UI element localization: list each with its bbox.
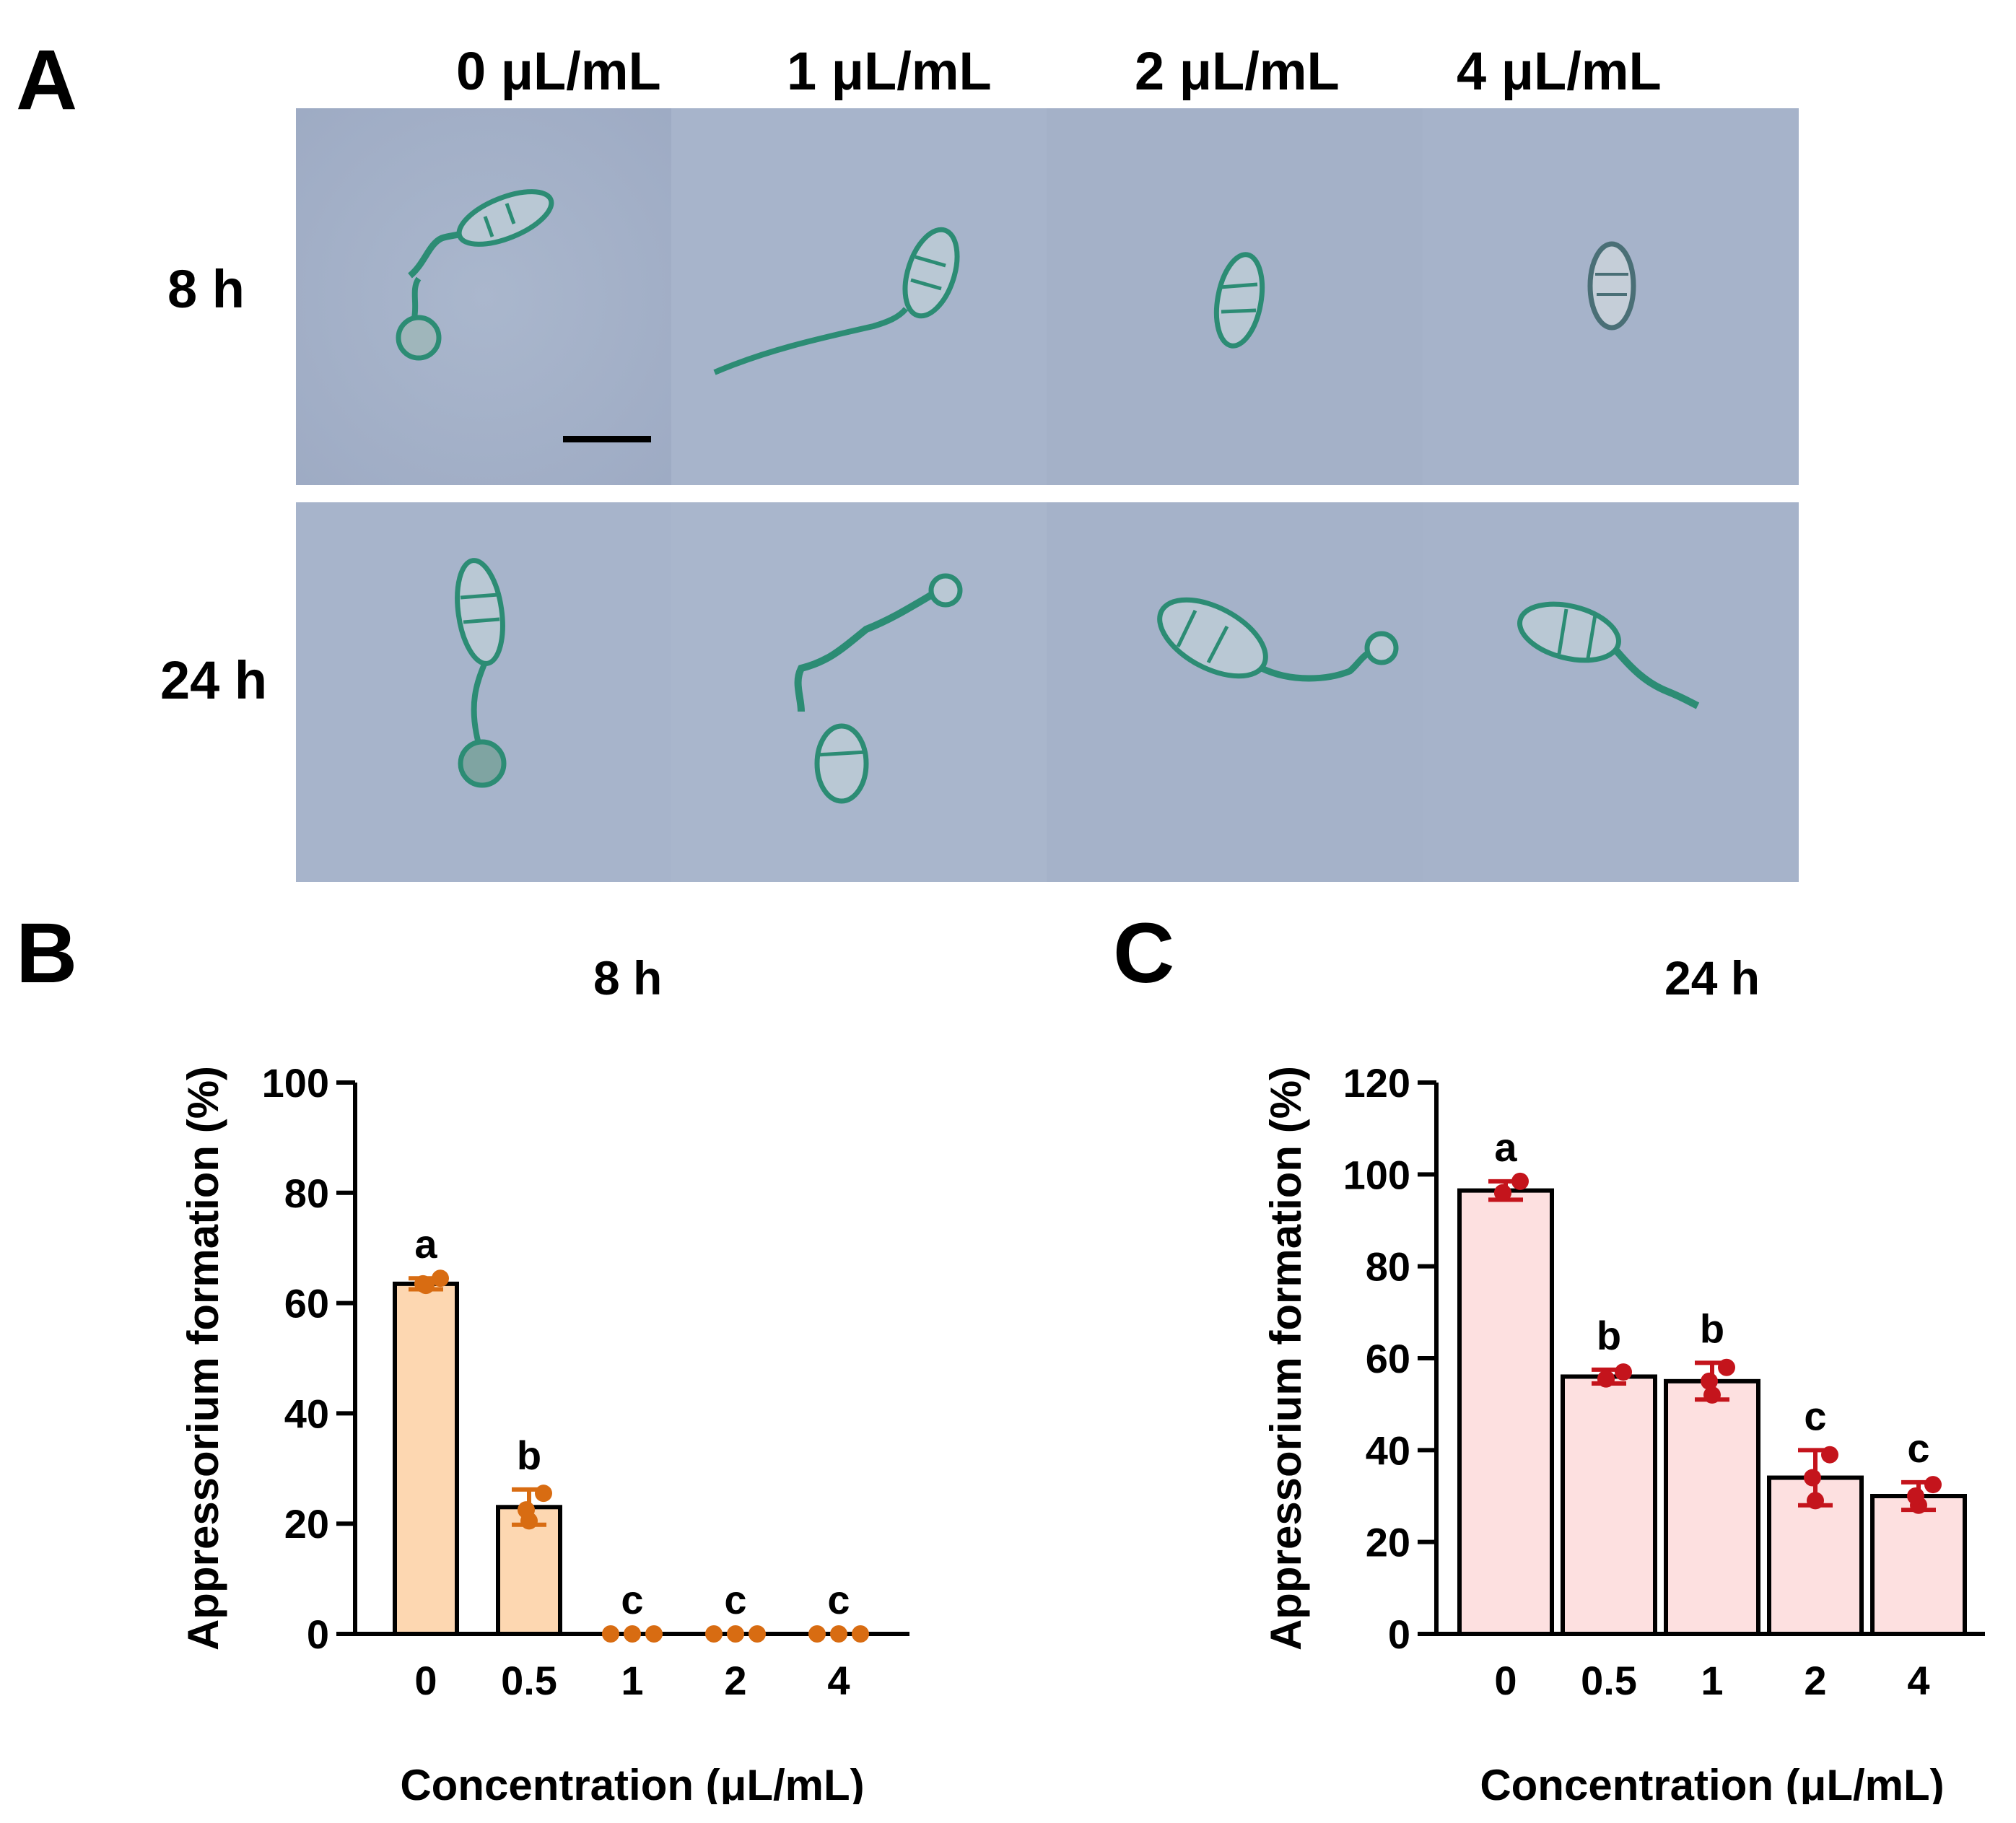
data-point xyxy=(624,1625,641,1643)
data-point xyxy=(808,1625,826,1643)
data-point xyxy=(645,1625,663,1643)
x-tick-label: 1 xyxy=(1701,1658,1723,1703)
x-axis-label: Concentration (μL/mL) xyxy=(1480,1761,1944,1804)
x-axis-label: Concentration (μL/mL) xyxy=(400,1761,864,1804)
data-point xyxy=(1718,1358,1735,1376)
data-point xyxy=(1701,1372,1718,1390)
y-tick-label: 80 xyxy=(1366,1244,1410,1290)
data-point xyxy=(1924,1476,1942,1494)
bar-0 xyxy=(1457,1188,1554,1637)
data-point xyxy=(1821,1446,1838,1464)
data-point xyxy=(1907,1487,1924,1505)
y-tick-label: 0 xyxy=(1388,1612,1410,1657)
y-tick-label: 120 xyxy=(1343,1060,1410,1106)
significance-letter: b xyxy=(1700,1306,1724,1351)
y-tick-label: 0 xyxy=(307,1612,329,1657)
data-point xyxy=(830,1625,847,1643)
bar-4 xyxy=(1870,1494,1967,1636)
significance-letter: a xyxy=(414,1221,437,1267)
bar-1 xyxy=(1664,1378,1760,1636)
significance-letter: b xyxy=(517,1433,541,1478)
data-point xyxy=(432,1269,449,1288)
conidia-24h xyxy=(455,558,1700,804)
y-tick-label: 60 xyxy=(1366,1336,1410,1381)
micrograph-1-24h xyxy=(671,502,1047,882)
micrograph-grid xyxy=(296,108,1799,882)
data-point xyxy=(852,1625,869,1643)
micrograph-row-24h xyxy=(296,502,1799,882)
y-tick-label: 20 xyxy=(284,1501,329,1547)
column-label-0: 0 μL/mL xyxy=(456,41,661,101)
panel-letter-a: A xyxy=(16,32,78,128)
chart-title-b: 8 h xyxy=(593,951,663,1005)
data-point xyxy=(1597,1370,1615,1388)
y-tick-label: 100 xyxy=(262,1060,329,1106)
y-tick-label: 80 xyxy=(284,1171,329,1216)
bar-chart-b: 0 20 40 60 80 100 a 0 b 0.5 c 1 c 2 c 4 Concentration (μ… xyxy=(179,1060,909,1804)
significance-letter: c xyxy=(621,1577,643,1622)
bar-0.5 xyxy=(1561,1374,1657,1636)
y-tick-label: 20 xyxy=(1366,1520,1410,1565)
micrograph-2-24h xyxy=(1047,502,1423,882)
significance-letter: c xyxy=(827,1577,850,1622)
bar-chart-c: 0 20 40 60 80 100 120 a 0 b 0.5 b 1 c 2 c 4 Concentration… xyxy=(1262,1060,1985,1804)
row-label-8h: 8 h xyxy=(167,259,245,319)
panel-letter-b: B xyxy=(16,906,78,1001)
data-point xyxy=(518,1501,535,1519)
row-label-24h: 24 h xyxy=(160,650,268,710)
column-label-3: 4 μL/mL xyxy=(1457,41,1662,101)
data-point xyxy=(749,1625,766,1643)
y-tick-label: 40 xyxy=(1366,1428,1410,1473)
data-point xyxy=(417,1277,435,1295)
data-point xyxy=(1807,1492,1824,1510)
scale-bar xyxy=(563,436,651,442)
panel-letter-c: C xyxy=(1113,906,1175,1001)
conidia-8h xyxy=(396,189,1636,375)
x-tick-label: 2 xyxy=(724,1658,746,1703)
data-point xyxy=(1703,1386,1721,1404)
significance-letter: c xyxy=(1804,1393,1826,1438)
x-tick-label: 4 xyxy=(1907,1658,1929,1703)
data-point xyxy=(1511,1172,1529,1190)
micrograph-0-8h xyxy=(296,108,671,485)
bar-0 xyxy=(393,1281,459,1636)
data-point xyxy=(535,1485,552,1503)
column-label-1: 1 μL/mL xyxy=(787,41,992,101)
y-axis-label: Appressorium formation (%) xyxy=(179,1066,227,1651)
micrograph-row-8h xyxy=(296,108,1799,485)
micrograph-3-24h xyxy=(1423,502,1799,882)
y-tick-label: 60 xyxy=(284,1281,329,1326)
data-point xyxy=(1615,1363,1632,1381)
x-tick-label: 0 xyxy=(1494,1658,1517,1703)
data-point xyxy=(705,1625,723,1643)
y-axis-label: Appressorium formation (%) xyxy=(1262,1066,1310,1651)
x-tick-label: 0 xyxy=(414,1658,437,1703)
y-tick-label: 40 xyxy=(284,1391,329,1436)
x-tick-label: 0.5 xyxy=(501,1658,557,1703)
x-tick-label: 4 xyxy=(827,1658,850,1703)
chart-title-c: 24 h xyxy=(1664,951,1760,1005)
micrograph-1-8h xyxy=(671,108,1047,485)
significance-letter: c xyxy=(724,1577,746,1622)
x-tick-label: 2 xyxy=(1804,1658,1826,1703)
data-point xyxy=(727,1625,744,1643)
significance-letter: b xyxy=(1597,1313,1621,1358)
micrograph-0-24h xyxy=(296,502,671,882)
data-point xyxy=(602,1625,619,1643)
data-point xyxy=(1804,1469,1821,1487)
data-point xyxy=(1494,1184,1511,1202)
column-label-2: 2 μL/mL xyxy=(1135,41,1340,101)
significance-letter: c xyxy=(1907,1425,1929,1471)
x-tick-label: 0.5 xyxy=(1581,1658,1637,1703)
y-tick-label: 100 xyxy=(1343,1152,1410,1197)
significance-letter: a xyxy=(1494,1124,1517,1170)
x-tick-label: 1 xyxy=(621,1658,643,1703)
